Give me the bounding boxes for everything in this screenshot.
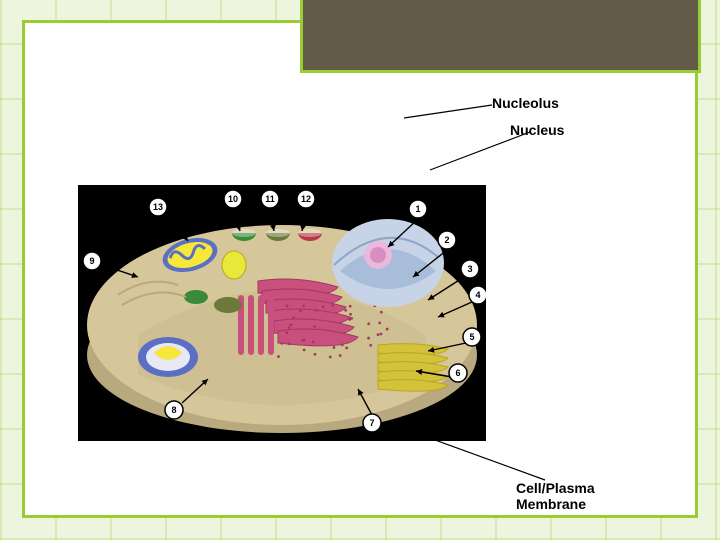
svg-text:2: 2 bbox=[444, 235, 449, 245]
svg-text:5: 5 bbox=[469, 332, 474, 342]
svg-text:4: 4 bbox=[475, 290, 480, 300]
svg-text:13: 13 bbox=[153, 202, 163, 212]
slide-root: Nucleolus Nucleus Cell/Plasma Membrane 1… bbox=[0, 0, 720, 540]
svg-text:12: 12 bbox=[301, 194, 311, 204]
svg-text:9: 9 bbox=[89, 256, 94, 266]
svg-text:1: 1 bbox=[415, 204, 420, 214]
svg-text:11: 11 bbox=[265, 194, 275, 204]
svg-text:7: 7 bbox=[369, 418, 374, 428]
svg-text:10: 10 bbox=[228, 194, 238, 204]
cell-diagram: 12345678910111213 bbox=[78, 185, 486, 441]
svg-text:3: 3 bbox=[467, 264, 472, 274]
svg-text:8: 8 bbox=[171, 405, 176, 415]
svg-text:6: 6 bbox=[455, 368, 460, 378]
